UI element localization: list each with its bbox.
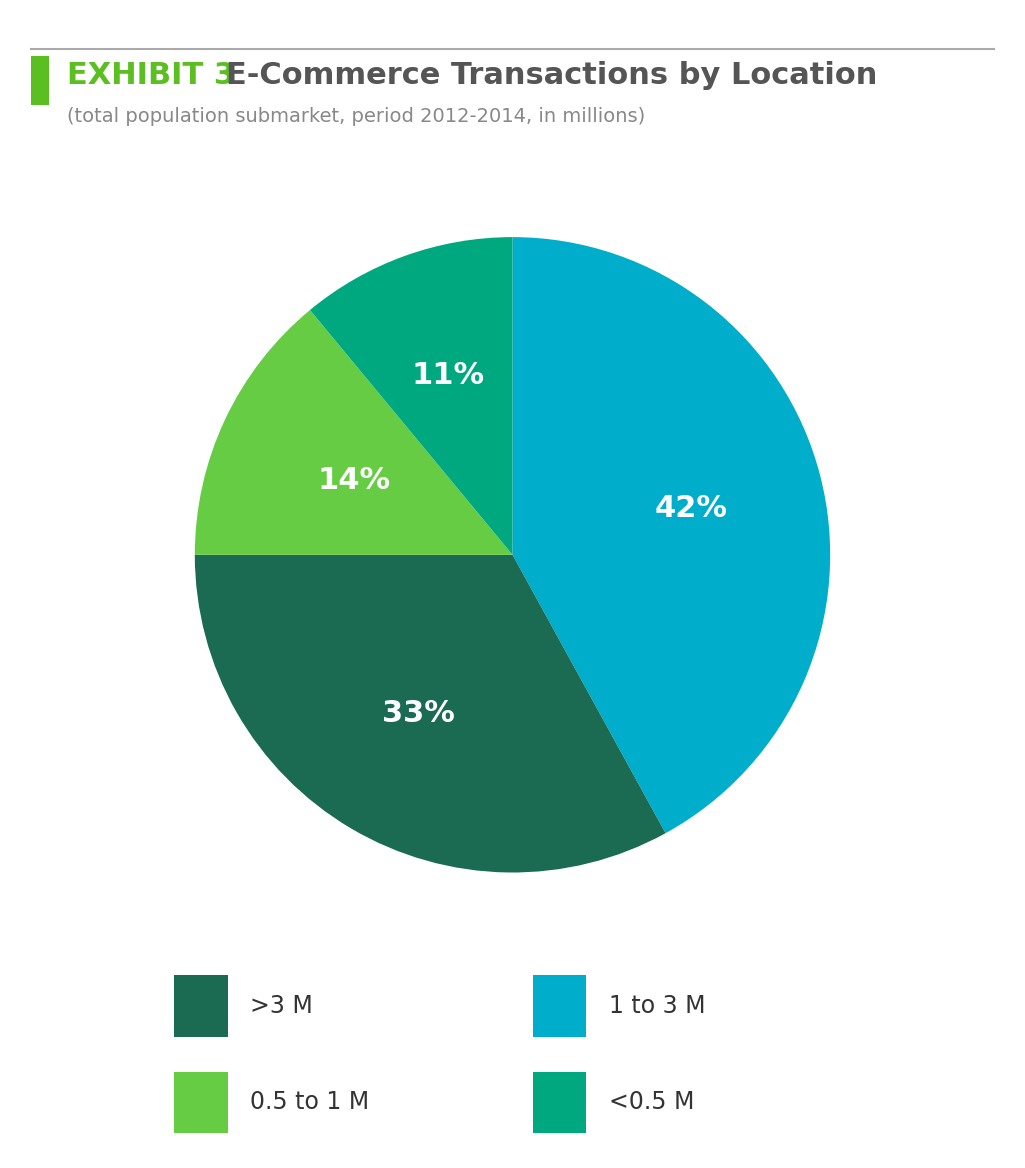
Text: 42%: 42% bbox=[655, 494, 728, 523]
Text: 33%: 33% bbox=[382, 698, 455, 728]
FancyBboxPatch shape bbox=[533, 1071, 586, 1133]
Wedge shape bbox=[310, 237, 512, 555]
Text: 0.5 to 1 M: 0.5 to 1 M bbox=[250, 1091, 369, 1114]
Wedge shape bbox=[195, 555, 665, 872]
Text: <0.5 M: <0.5 M bbox=[609, 1091, 694, 1114]
Wedge shape bbox=[512, 237, 830, 833]
Text: EXHIBIT 3: EXHIBIT 3 bbox=[67, 62, 235, 90]
Text: (total population submarket, period 2012-2014, in millions): (total population submarket, period 2012… bbox=[67, 107, 645, 126]
FancyBboxPatch shape bbox=[533, 975, 586, 1037]
Wedge shape bbox=[195, 310, 512, 555]
FancyBboxPatch shape bbox=[174, 975, 228, 1037]
Text: 11%: 11% bbox=[411, 361, 485, 390]
Text: 14%: 14% bbox=[318, 466, 391, 495]
Text: E-Commerce Transactions by Location: E-Commerce Transactions by Location bbox=[226, 62, 876, 90]
FancyBboxPatch shape bbox=[174, 1071, 228, 1133]
Text: 1 to 3 M: 1 to 3 M bbox=[609, 994, 705, 1018]
Text: >3 M: >3 M bbox=[250, 994, 313, 1018]
